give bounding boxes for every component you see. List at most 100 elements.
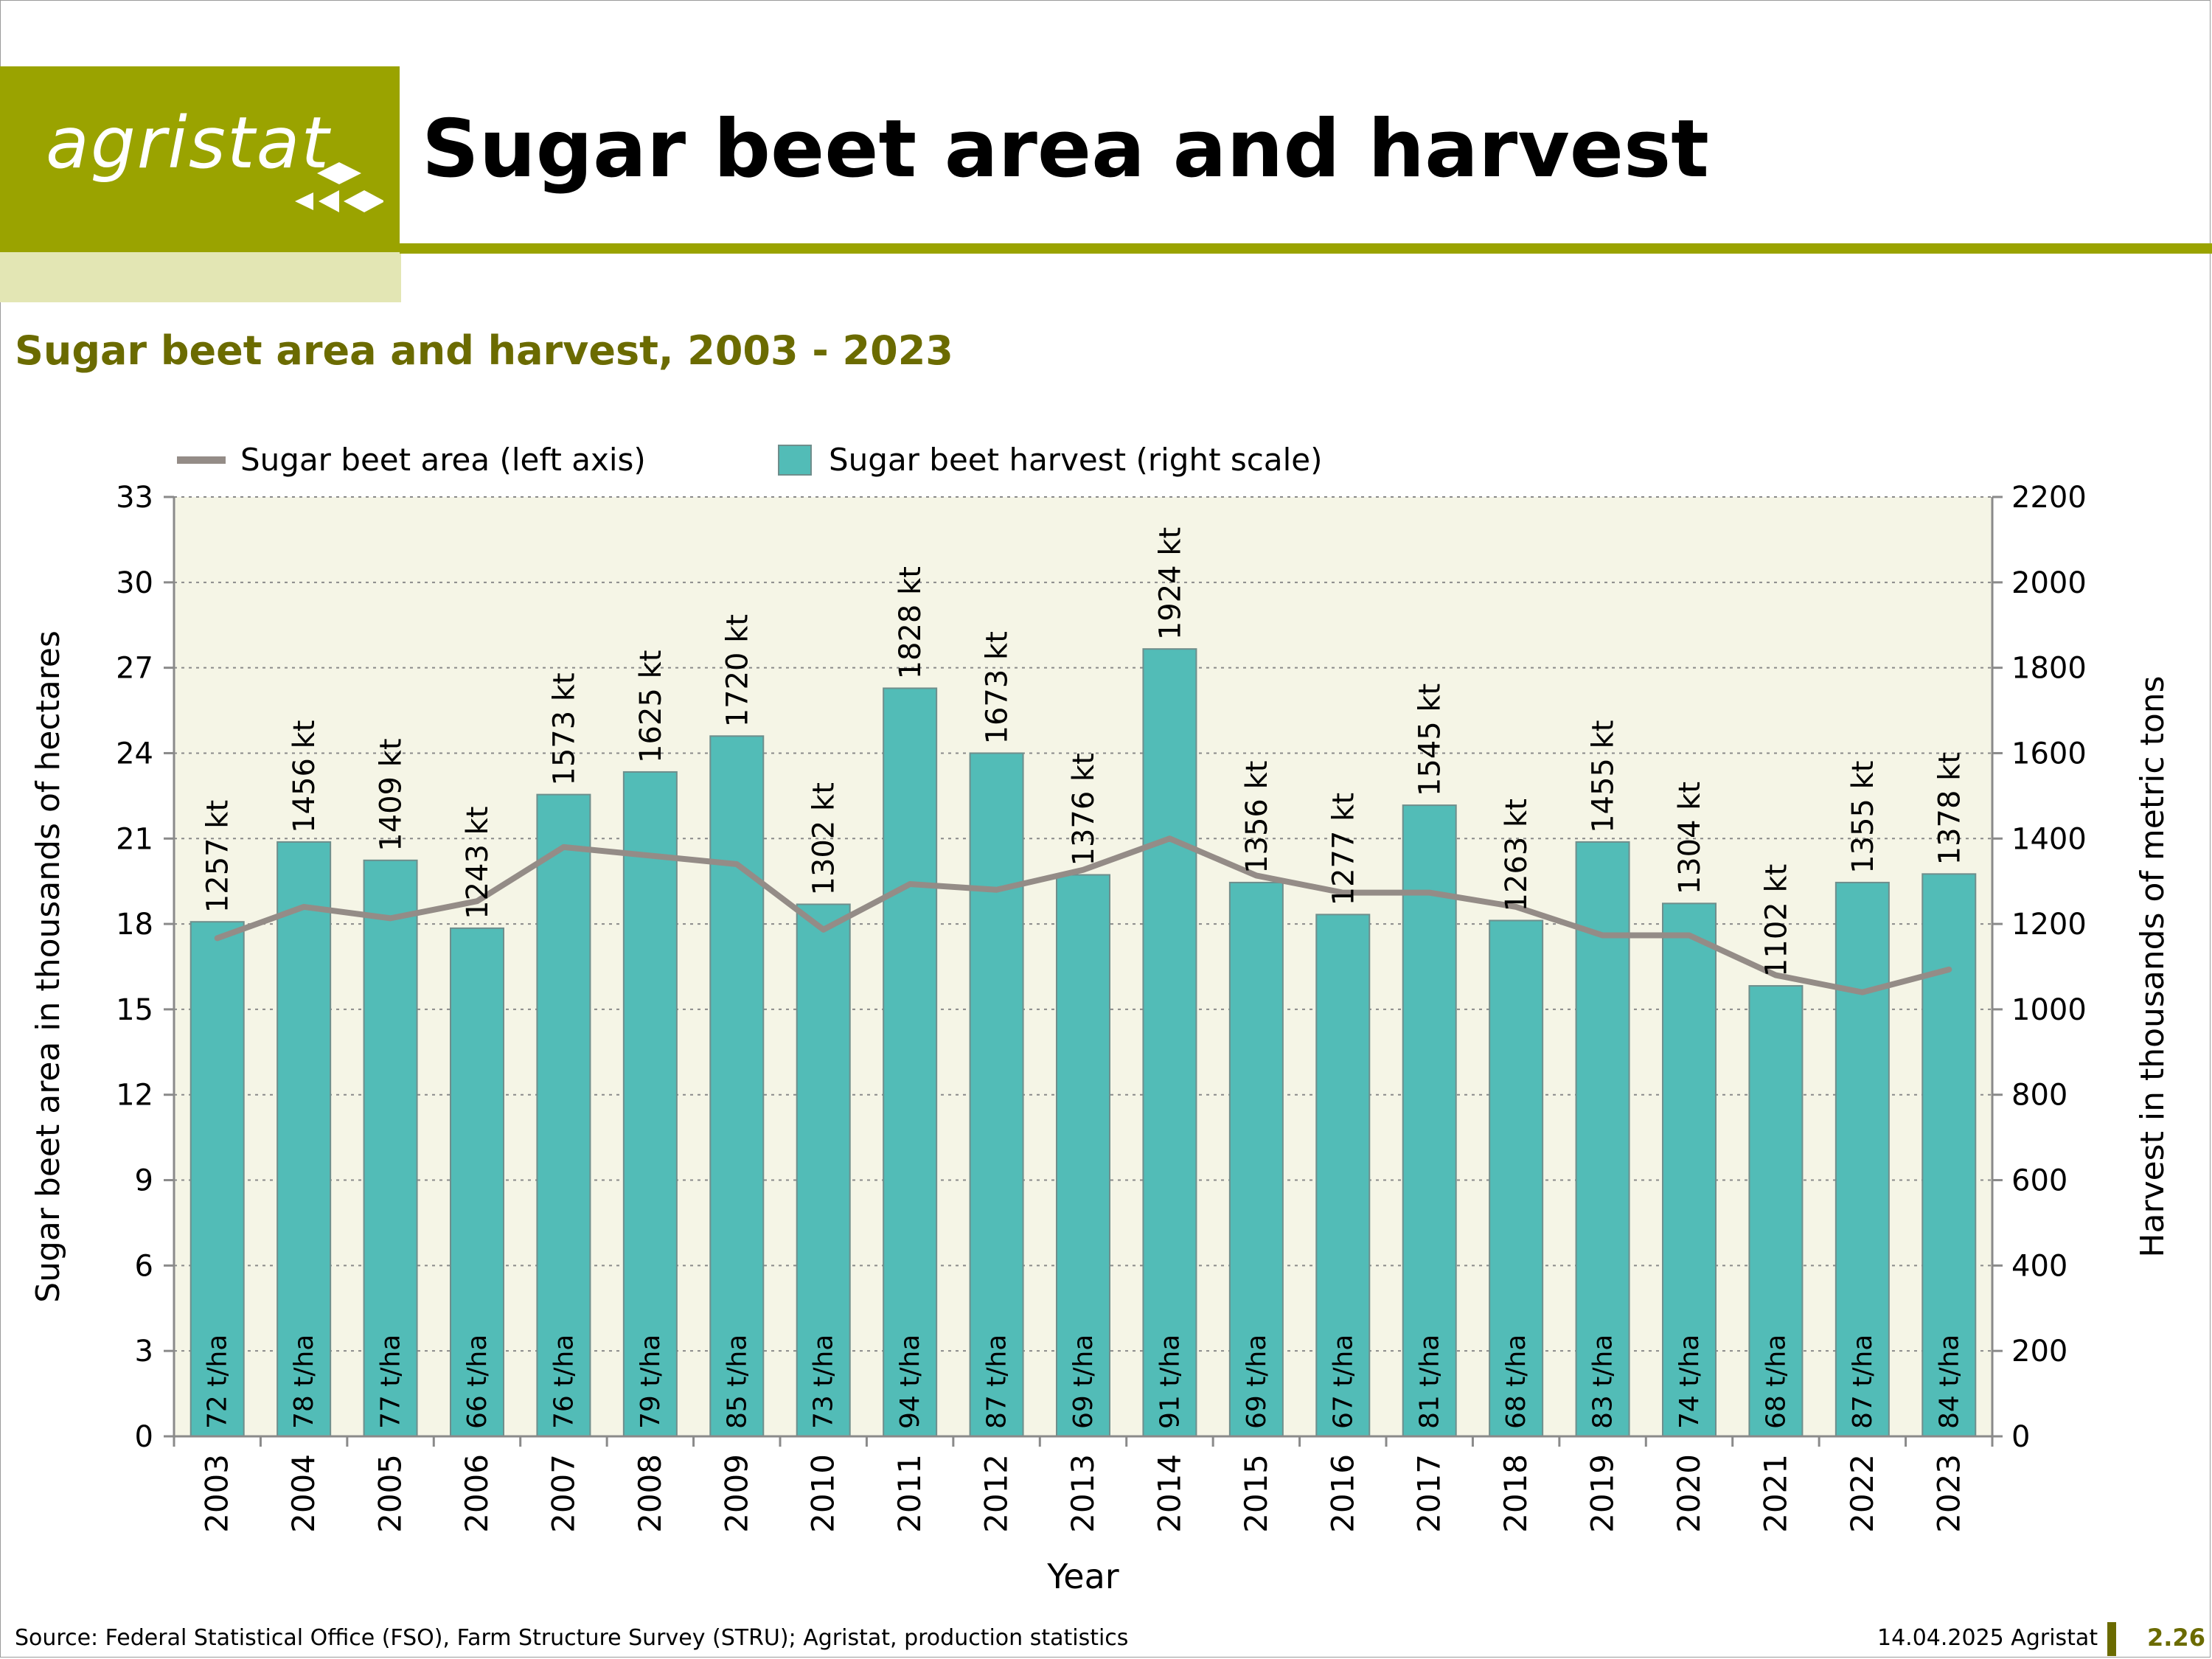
bar-2017: [1402, 804, 1457, 1437]
x-tick-label: 2014: [1151, 1454, 1187, 1533]
x-tick-label: 2008: [632, 1454, 668, 1533]
x-tick-label: 2007: [545, 1454, 581, 1533]
harvest-label-2007: 1573 kt: [547, 672, 581, 785]
x-tick-label: 2004: [285, 1454, 321, 1533]
yield-label-2004: 78 t/ha: [289, 1335, 319, 1429]
right-tick-label: 1400: [2011, 822, 2087, 856]
yield-label-2011: 94 t/ha: [895, 1335, 925, 1429]
yield-label-2007: 76 t/ha: [549, 1335, 579, 1429]
left-tick-label: 0: [135, 1420, 153, 1454]
x-tick-label: 2015: [1238, 1454, 1274, 1533]
x-tick-label: 2011: [891, 1454, 928, 1533]
bar-2006: [450, 927, 504, 1437]
bar-2012: [969, 752, 1024, 1438]
bar-2008: [622, 771, 678, 1437]
yield-label-2015: 69 t/ha: [1242, 1335, 1272, 1429]
left-tick-label: 21: [116, 822, 153, 856]
bar-2016: [1315, 914, 1371, 1437]
yield-label-2003: 72 t/ha: [203, 1335, 233, 1429]
harvest-label-2023: 1378 kt: [1933, 752, 1966, 865]
left-axis-title: Sugar beet area in thousands of hectares: [29, 630, 67, 1303]
yield-label-2017: 81 t/ha: [1415, 1335, 1445, 1429]
left-tick-label: 18: [116, 908, 153, 942]
harvest-label-2016: 1277 kt: [1326, 793, 1360, 905]
right-tick-label: 400: [2011, 1249, 2067, 1283]
right-tick-label: 1200: [2011, 908, 2087, 942]
right-tick-label: 1000: [2011, 993, 2087, 1027]
logo-text: agristat: [46, 102, 331, 184]
bar-2018: [1489, 919, 1544, 1437]
right-tick-label: 1800: [2011, 652, 2087, 686]
harvest-label-2011: 1828 kt: [894, 566, 928, 679]
bar-2011: [883, 687, 938, 1437]
harvest-label-2006: 1243 kt: [461, 807, 495, 919]
left-tick-label: 15: [116, 993, 153, 1027]
left-tick-label: 12: [116, 1079, 153, 1113]
harvest-label-2012: 1673 kt: [981, 631, 1015, 744]
x-tick-label: 2023: [1930, 1454, 1966, 1533]
footer-date: 14.04.2025 Agristat: [1877, 1625, 2098, 1651]
bar-2022: [1834, 881, 1890, 1437]
x-tick-label: 2006: [459, 1454, 495, 1533]
left-tick-label: 24: [116, 737, 153, 771]
harvest-label-2008: 1625 kt: [634, 650, 668, 763]
legend-harvest-label: Sugar beet harvest (right scale): [829, 442, 1323, 478]
header-rule: [400, 243, 2212, 254]
harvest-label-2003: 1257 kt: [201, 800, 235, 913]
logo-panel-shadow: [0, 252, 401, 302]
bar-2015: [1228, 881, 1284, 1437]
right-tick-label: 600: [2011, 1164, 2067, 1198]
yield-label-2010: 73 t/ha: [809, 1335, 839, 1429]
yield-label-2016: 67 t/ha: [1328, 1335, 1358, 1429]
yield-label-2022: 87 t/ha: [1848, 1335, 1878, 1429]
yield-label-2012: 87 t/ha: [982, 1335, 1012, 1429]
yield-label-2018: 68 t/ha: [1501, 1335, 1531, 1429]
yield-label-2014: 91 t/ha: [1155, 1335, 1185, 1429]
x-tick-label: 2013: [1065, 1454, 1101, 1533]
bar-2007: [536, 793, 591, 1437]
yield-label-2013: 69 t/ha: [1068, 1335, 1099, 1429]
harvest-label-2014: 1924 kt: [1153, 527, 1187, 640]
yield-label-2023: 84 t/ha: [1934, 1335, 1964, 1429]
page-number: 2.26: [2147, 1624, 2205, 1652]
yield-label-2006: 66 t/ha: [462, 1335, 493, 1429]
right-tick-label: 200: [2011, 1335, 2067, 1368]
bar-2009: [709, 735, 765, 1438]
yield-label-2021: 68 t/ha: [1761, 1335, 1791, 1429]
bar-2021: [1748, 985, 1804, 1437]
x-tick-label: 2017: [1411, 1454, 1447, 1533]
harvest-label-2018: 1263 kt: [1500, 799, 1534, 911]
right-tick-label: 800: [2011, 1079, 2067, 1113]
bar-2014: [1142, 648, 1197, 1437]
logo-panel: [0, 66, 400, 252]
chart: 1257 kt 1456 kt 1409 kt 1243 kt 1573 kt 1625 …: [29, 442, 2171, 1596]
yield-label-2005: 77 t/ha: [376, 1335, 406, 1429]
x-tick-label: 2020: [1671, 1454, 1707, 1533]
footer-divider: [2107, 1622, 2116, 1656]
right-tick-label: 1600: [2011, 737, 2087, 771]
right-tick-label: 2000: [2011, 566, 2087, 600]
x-tick-label: 2018: [1498, 1454, 1534, 1533]
x-tick-label: 2003: [199, 1454, 235, 1533]
right-tick-label: 0: [2011, 1420, 2030, 1454]
harvest-label-2004: 1456 kt: [288, 720, 321, 833]
right-axis-title: Harvest in thousands of metric tons: [2134, 675, 2171, 1257]
x-tick-label: 2021: [1757, 1454, 1793, 1533]
harvest-label-2017: 1545 kt: [1413, 684, 1447, 796]
harvest-label-2022: 1355 kt: [1846, 761, 1880, 874]
bar-2013: [1056, 874, 1110, 1437]
x-tick-label: 2009: [718, 1454, 754, 1533]
bar-2010: [796, 903, 851, 1437]
bar-2019: [1575, 841, 1630, 1437]
yield-label-2008: 79 t/ha: [636, 1335, 666, 1429]
x-tick-label: 2005: [372, 1454, 408, 1533]
x-tick-label: 2012: [978, 1454, 1015, 1533]
left-tick-label: 30: [116, 566, 153, 600]
harvest-label-2005: 1409 kt: [375, 738, 408, 851]
right-tick-label: 2200: [2011, 481, 2087, 515]
logo-diamonds-icon: [295, 162, 383, 212]
x-tick-label: 2010: [805, 1454, 841, 1533]
harvest-label-2019: 1455 kt: [1587, 720, 1621, 833]
left-tick-label: 9: [135, 1164, 153, 1198]
